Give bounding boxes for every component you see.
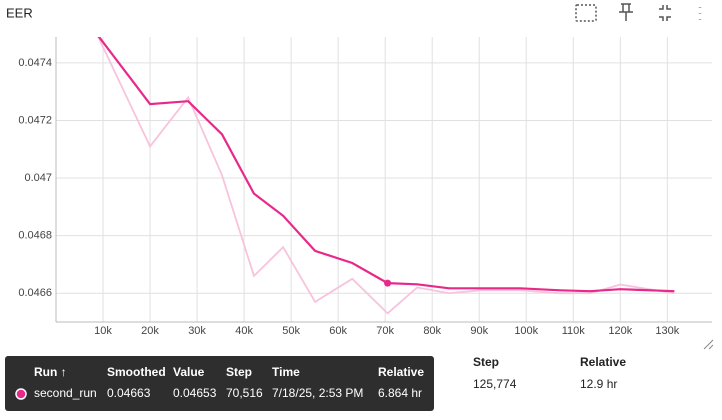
x-tick-label: 90k xyxy=(470,325,488,337)
tooltip-header: Step xyxy=(226,365,252,379)
fit-domain-button[interactable] xyxy=(575,4,597,22)
pin-button[interactable] xyxy=(619,3,633,21)
fullscreen-button[interactable] xyxy=(659,5,671,21)
x-tick-label: 110k xyxy=(562,325,586,337)
x-tick-label: 100k xyxy=(514,325,538,337)
x-tick-label: 60k xyxy=(329,325,347,337)
y-tick-label: 0.047 xyxy=(24,172,52,184)
y-tick-label: 0.0472 xyxy=(18,114,52,126)
table-cell: 12.9 hr xyxy=(580,377,617,391)
tooltip-cell: 0.04653 xyxy=(173,386,217,400)
x-tick-label: 10k xyxy=(94,325,112,337)
x-tick-label: 50k xyxy=(282,325,300,337)
x-tick-label: 20k xyxy=(141,325,159,337)
x-tick-label: 120k xyxy=(608,325,632,337)
run-swatch xyxy=(15,388,27,400)
table-header: Step xyxy=(473,355,499,369)
table-header: Relative xyxy=(580,355,626,369)
tooltip-header: Time xyxy=(272,365,300,379)
y-tick-label: 0.0466 xyxy=(18,287,52,299)
series-line xyxy=(97,37,675,315)
table-cell: 125,774 xyxy=(473,377,517,391)
x-tick-label: 130k xyxy=(655,325,679,337)
chart-title: EER xyxy=(6,5,33,20)
tooltip-cell: 7/18/25, 2:53 PM xyxy=(272,386,363,400)
x-tick-label: 80k xyxy=(423,325,441,337)
tooltip-header: Run ↑ xyxy=(34,365,67,379)
tooltip-cell: 0.04663 xyxy=(107,386,151,400)
tooltip-cell: second_run xyxy=(34,386,97,400)
x-tick-label: 30k xyxy=(188,325,206,337)
tooltip xyxy=(5,356,434,411)
tooltip-cell: 70,516 xyxy=(226,386,263,400)
x-tick-label: 40k xyxy=(235,325,253,337)
tooltip-header: Relative xyxy=(378,365,424,379)
resize-handle[interactable] xyxy=(703,339,714,350)
hover-point xyxy=(384,279,392,287)
tooltip-cell: 6.864 hr xyxy=(378,386,422,400)
tooltip-header: Value xyxy=(173,365,205,379)
toolbar xyxy=(575,3,714,350)
x-tick-label: 70k xyxy=(376,325,394,337)
tooltip-header: Smoothed xyxy=(107,365,166,379)
y-tick-label: 0.0468 xyxy=(18,230,52,242)
y-tick-label: 0.0474 xyxy=(18,57,52,69)
